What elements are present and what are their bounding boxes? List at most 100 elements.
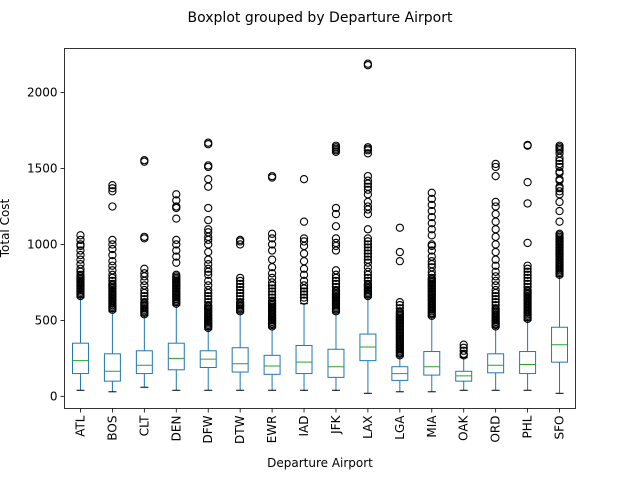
outlier-sfo xyxy=(555,162,564,172)
outlier-bos xyxy=(108,257,117,266)
outlier-ord xyxy=(491,267,500,276)
x-tick-label-dtw: DTW xyxy=(233,415,247,444)
outlier-clt xyxy=(140,285,149,295)
outlier-sfo xyxy=(555,187,564,196)
outlier-atl xyxy=(76,270,85,279)
outlier-lga xyxy=(395,298,404,307)
outlier-dfw xyxy=(204,174,213,184)
plot-frame xyxy=(64,48,576,409)
outlier-lax xyxy=(363,59,373,68)
outlier-mia xyxy=(427,212,436,222)
outlier-ord xyxy=(491,291,500,301)
outlier-mia xyxy=(427,200,436,210)
outlier-dtw xyxy=(236,279,245,289)
outlier-mia xyxy=(427,188,436,197)
outlier-iad xyxy=(299,281,309,290)
outlier-iad xyxy=(299,293,309,302)
x-tick-label-dfw: DFW xyxy=(201,415,215,443)
x-tick-label-atl: ATL xyxy=(73,415,87,437)
outlier-dtw xyxy=(236,273,245,283)
outlier-dfw xyxy=(204,203,213,213)
x-tick-label-lga: LGA xyxy=(393,415,407,440)
outlier-ewr xyxy=(267,246,277,255)
outlier-jfk xyxy=(331,141,341,150)
outlier-lax xyxy=(363,255,373,264)
outlier-ord xyxy=(491,209,500,219)
outlier-iad xyxy=(299,237,309,246)
outlier-sfo xyxy=(555,197,564,207)
outlier-jfk xyxy=(331,276,341,286)
outlier-phl xyxy=(523,140,532,150)
outlier-lax xyxy=(363,185,373,194)
outlier-ewr xyxy=(267,269,277,278)
outlier-den xyxy=(172,252,181,261)
outlier-jfk xyxy=(331,238,341,248)
outlier-clt xyxy=(140,291,149,301)
chart-title: Boxplot grouped by Departure Airport xyxy=(188,10,453,26)
outlier-dfw xyxy=(204,260,213,269)
outlier-dfw xyxy=(204,276,213,286)
outlier-ewr xyxy=(267,273,277,283)
outlier-jfk xyxy=(331,234,341,243)
outlier-bos xyxy=(108,250,117,260)
outlier-ord xyxy=(491,247,500,257)
outlier-ewr xyxy=(267,171,277,181)
outlier-ewr xyxy=(267,240,277,249)
outlier-dfw xyxy=(204,301,213,310)
outlier-mia xyxy=(427,231,436,240)
outlier-iad xyxy=(299,290,309,299)
outlier-lax xyxy=(363,249,373,258)
outlier-bos xyxy=(108,276,117,286)
outlier-lga xyxy=(395,301,404,310)
outlier-iad xyxy=(299,249,309,258)
outlier-ord xyxy=(491,217,500,226)
x-tick-label-clt: CLT xyxy=(137,415,151,436)
x-tick-label-mia: MIA xyxy=(425,415,439,438)
x-axis-label: Departure Airport xyxy=(267,456,373,470)
outlier-bos xyxy=(108,270,117,279)
outlier-iad xyxy=(299,217,309,226)
y-axis-label: Total Cost xyxy=(0,198,12,258)
outlier-ewr xyxy=(267,234,277,243)
outlier-jfk xyxy=(331,203,341,213)
box-jfk xyxy=(327,348,345,378)
outlier-phl xyxy=(523,285,532,295)
outlier-lax xyxy=(363,258,373,267)
outlier-dfw xyxy=(204,215,213,225)
outlier-iad xyxy=(299,287,309,296)
outlier-phl xyxy=(523,238,532,248)
box-clt xyxy=(135,350,153,375)
outlier-phl xyxy=(523,279,532,289)
outlier-clt xyxy=(140,264,149,273)
outlier-ord xyxy=(491,281,500,290)
outlier-ewr xyxy=(267,255,277,264)
outlier-phl xyxy=(523,199,532,208)
outlier-sfo xyxy=(555,229,564,238)
outlier-jfk xyxy=(331,285,341,295)
outlier-atl xyxy=(76,264,85,273)
outlier-lax xyxy=(363,246,373,255)
outlier-dfw xyxy=(204,255,213,264)
outlier-dtw xyxy=(236,285,245,295)
outlier-clt xyxy=(140,298,149,307)
outlier-oak xyxy=(459,340,468,349)
box-ord xyxy=(487,353,505,374)
outlier-ord xyxy=(491,276,500,286)
outlier-ord xyxy=(491,232,500,242)
y-tick-label-1000: 1000 xyxy=(27,237,58,251)
outlier-oak xyxy=(459,343,468,352)
outlier-lax xyxy=(363,197,373,207)
box-bos xyxy=(103,353,121,382)
outlier-mia xyxy=(427,246,436,255)
outlier-clt xyxy=(140,269,149,278)
outlier-jfk xyxy=(331,209,341,219)
outlier-sfo xyxy=(555,206,564,216)
outlier-iad xyxy=(299,174,309,184)
outlier-phl xyxy=(523,276,532,286)
outlier-iad xyxy=(299,270,309,279)
outlier-den xyxy=(172,235,181,245)
outlier-lax xyxy=(363,252,373,261)
x-tick-label-den: DEN xyxy=(169,416,183,442)
x-tick-label-lax: LAX xyxy=(361,416,375,439)
